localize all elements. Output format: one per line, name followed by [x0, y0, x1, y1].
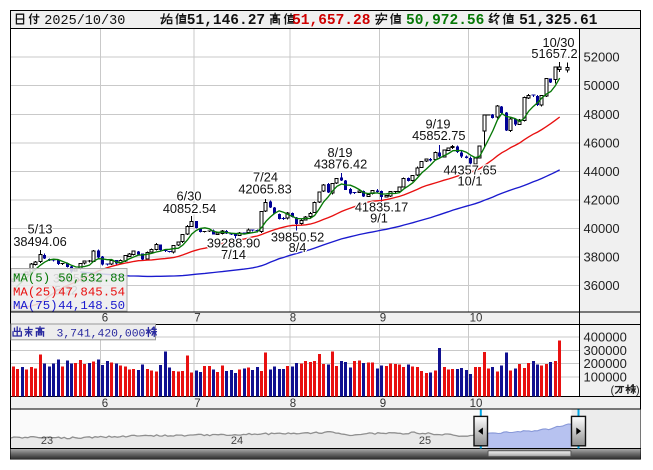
svg-text:51,657.28: 51,657.28: [292, 13, 370, 29]
svg-text:44357.65: 44357.65: [443, 163, 496, 178]
svg-text:39288.90: 39288.90: [207, 236, 260, 251]
svg-text:9/19: 9/19: [426, 117, 451, 132]
svg-text:8/19: 8/19: [328, 145, 353, 160]
svg-text:45852.75: 45852.75: [412, 128, 465, 143]
svg-text:41835.17: 41835.17: [355, 200, 408, 215]
svg-text:300000: 300000: [584, 343, 627, 358]
svg-text:): ): [636, 385, 640, 397]
svg-text:38000: 38000: [584, 249, 620, 264]
svg-text:9: 9: [380, 312, 386, 324]
svg-text:9/1: 9/1: [370, 211, 388, 226]
svg-text:10: 10: [470, 312, 483, 324]
svg-text:44000: 44000: [584, 164, 620, 179]
svg-text:43876.42: 43876.42: [314, 157, 367, 172]
svg-text:7/14: 7/14: [221, 247, 246, 262]
svg-text:50000: 50000: [584, 78, 620, 93]
svg-text:25: 25: [419, 435, 431, 447]
svg-text:47,845.54: 47,845.54: [58, 286, 125, 300]
svg-text:8: 8: [290, 398, 296, 410]
svg-text:6: 6: [102, 398, 108, 410]
svg-text:MA(75): MA(75): [13, 299, 58, 313]
svg-text:50,532.88: 50,532.88: [58, 272, 125, 286]
svg-text:40852.54: 40852.54: [163, 201, 216, 216]
svg-text:23: 23: [41, 435, 53, 447]
svg-text:39850.52: 39850.52: [271, 230, 324, 245]
svg-text:100000: 100000: [584, 370, 627, 385]
svg-text:52000: 52000: [584, 50, 620, 65]
svg-text:46000: 46000: [584, 135, 620, 150]
svg-text:7: 7: [194, 312, 200, 324]
svg-text:7: 7: [194, 398, 200, 410]
svg-text:10: 10: [470, 398, 483, 410]
svg-text:6: 6: [102, 312, 108, 324]
svg-text:400000: 400000: [584, 329, 627, 344]
svg-text:36000: 36000: [584, 278, 620, 293]
svg-text:40000: 40000: [584, 221, 620, 236]
svg-text:48000: 48000: [584, 107, 620, 122]
svg-text:51657.2: 51657.2: [531, 46, 577, 61]
svg-text:10/30: 10/30: [542, 35, 574, 50]
svg-text:51,325.61: 51,325.61: [519, 13, 598, 29]
svg-text:(: (: [611, 385, 615, 397]
svg-text:8/4: 8/4: [289, 240, 307, 255]
svg-text:50,972.56: 50,972.56: [406, 13, 484, 29]
svg-text:MA(25): MA(25): [13, 286, 58, 300]
svg-text:3,741,420,000: 3,741,420,000: [57, 329, 146, 341]
svg-text:MA(5): MA(5): [13, 272, 50, 286]
svg-text:2025/10/30: 2025/10/30: [44, 14, 125, 29]
svg-text:42065.83: 42065.83: [238, 182, 291, 197]
svg-text:51,146.27: 51,146.27: [187, 13, 265, 29]
svg-text:200000: 200000: [584, 356, 627, 371]
svg-text:5/13: 5/13: [28, 222, 53, 237]
svg-text:42000: 42000: [584, 192, 620, 207]
svg-text:7/24: 7/24: [253, 170, 278, 185]
svg-text:38494.06: 38494.06: [13, 234, 66, 249]
svg-text:6/30: 6/30: [177, 189, 202, 204]
svg-text:10/1: 10/1: [458, 174, 483, 189]
svg-text:24: 24: [231, 435, 243, 447]
svg-text:44,148.50: 44,148.50: [58, 299, 125, 313]
svg-text:8: 8: [290, 312, 296, 324]
svg-text:9: 9: [380, 398, 386, 410]
